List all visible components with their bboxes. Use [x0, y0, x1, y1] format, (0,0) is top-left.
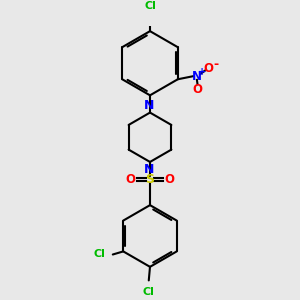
- Text: O: O: [125, 173, 135, 186]
- Text: O: O: [204, 62, 214, 75]
- Text: O: O: [193, 83, 202, 96]
- Text: +: +: [198, 67, 206, 77]
- Text: Cl: Cl: [144, 1, 156, 11]
- Text: N: N: [192, 70, 202, 83]
- Text: -: -: [214, 58, 219, 71]
- Text: O: O: [165, 173, 175, 186]
- Text: S: S: [146, 173, 154, 186]
- Text: Cl: Cl: [143, 286, 155, 297]
- Text: N: N: [144, 99, 154, 112]
- Text: Cl: Cl: [94, 250, 105, 260]
- Text: N: N: [144, 163, 154, 176]
